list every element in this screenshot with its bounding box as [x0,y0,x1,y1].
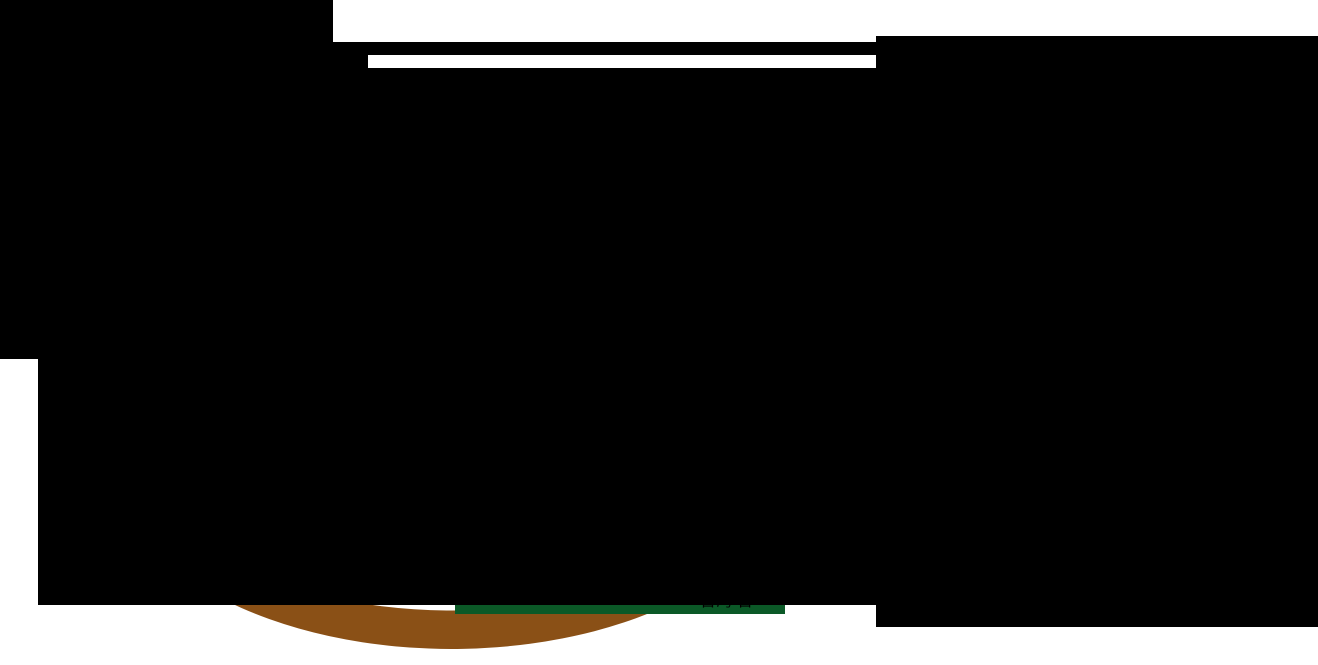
redaction-rect [38,359,1318,605]
redaction-rect [876,36,1318,355]
redaction-rect [0,55,368,355]
redaction-rect [876,605,1318,627]
redaction-rect [0,355,38,359]
redaction-rect [38,355,1318,359]
redaction-rect [368,68,876,355]
redaction-rect [0,0,333,42]
